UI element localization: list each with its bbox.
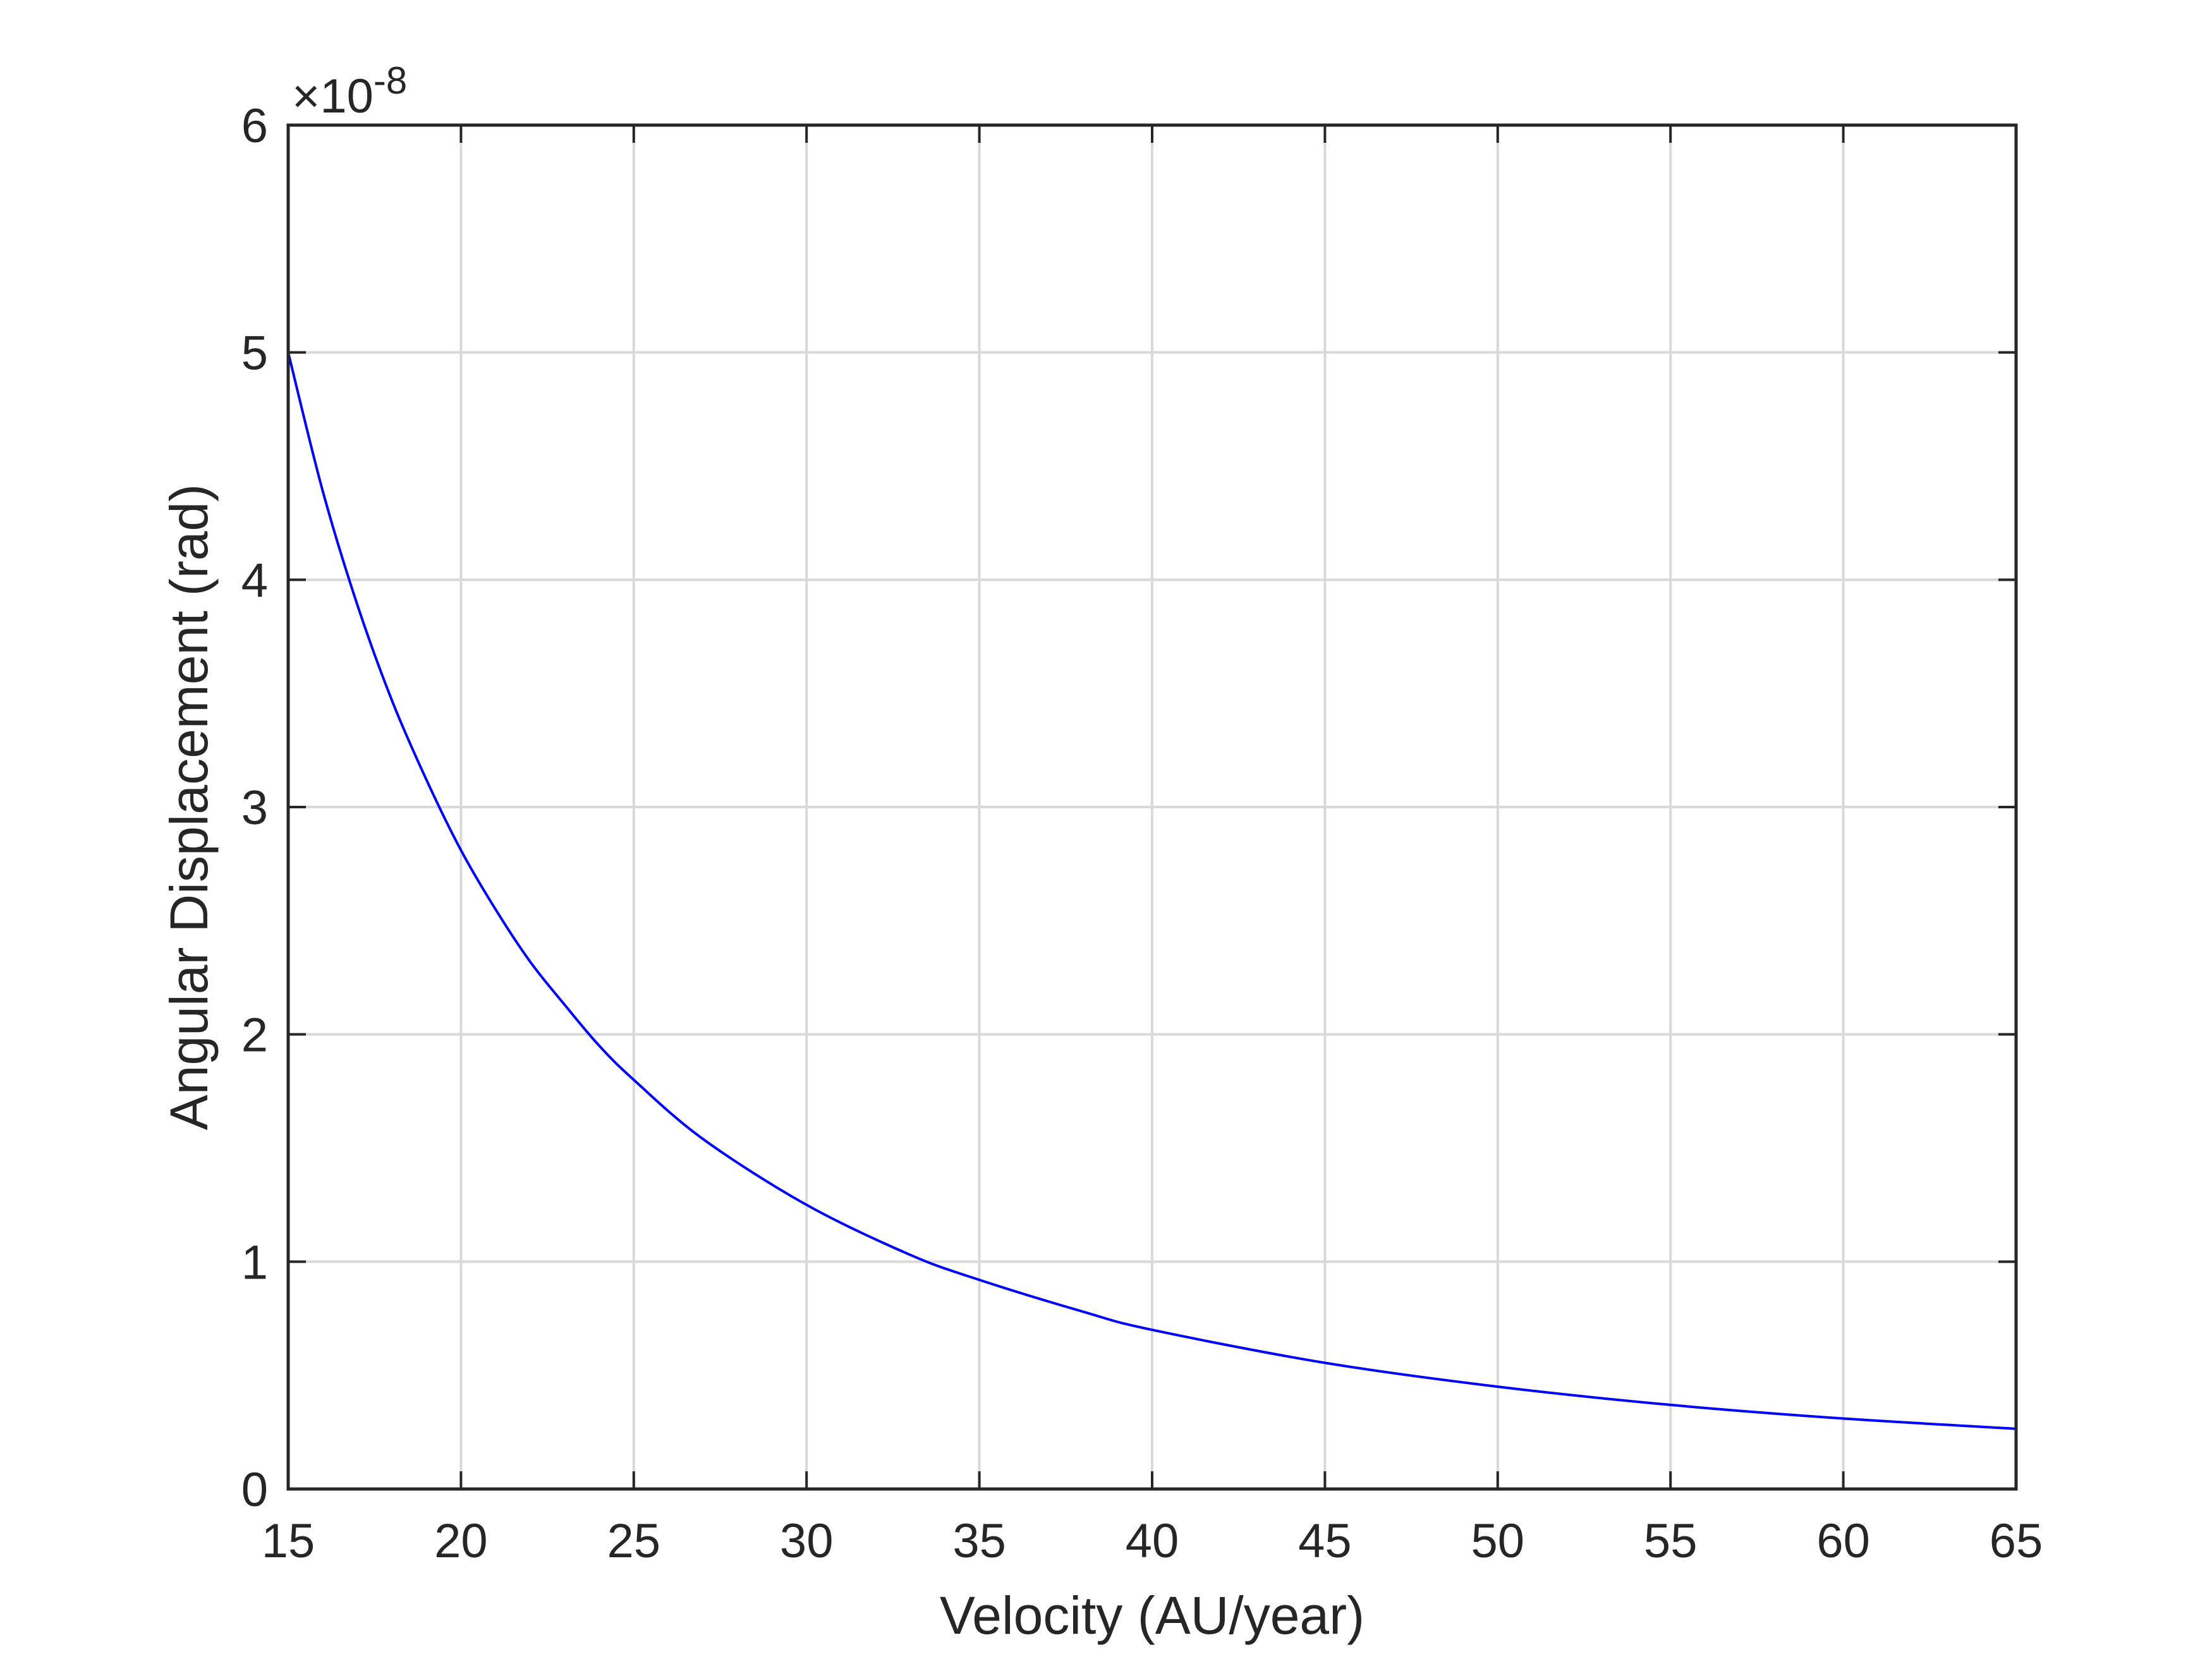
x-tick-label: 45 [1298,1514,1352,1568]
x-tick-label: 20 [434,1514,488,1568]
y-exponent-power: -8 [374,59,407,102]
x-axis-label: Velocity (AU/year) [940,1586,1364,1645]
axes-box [286,123,2018,1491]
y-exponent-label: ×10-8 [292,59,407,123]
x-tick-label: 65 [1990,1514,2043,1568]
x-tick-label: 15 [262,1514,315,1568]
y-tick-label: 5 [241,327,268,380]
x-tick-label: 60 [1816,1514,1870,1568]
x-tick-label: 25 [607,1514,661,1568]
y-axis-label: Angular Displacement (rad) [159,484,219,1130]
x-tick-label: 55 [1644,1514,1698,1568]
y-tick-labels: 0 1 2 3 4 5 6 [241,99,268,1517]
y-exponent-base: ×10 [292,70,374,123]
series-layer [287,352,2017,1430]
y-tick-label: 0 [241,1463,268,1517]
x-tick-label: 40 [1126,1514,1179,1568]
y-tick-label: 3 [241,781,268,835]
x-tick-label: 35 [952,1514,1006,1568]
x-tick-label: 30 [780,1514,834,1568]
x-tick-label: 50 [1471,1514,1525,1568]
x-tick-labels: 15 20 25 30 35 40 45 50 55 60 65 [262,1514,2043,1568]
y-tick-label: 1 [241,1236,268,1289]
y-tick-label: 2 [241,1009,268,1062]
y-tick-label: 6 [241,99,268,153]
series-line [287,352,2017,1430]
y-tick-label: 4 [241,554,268,607]
